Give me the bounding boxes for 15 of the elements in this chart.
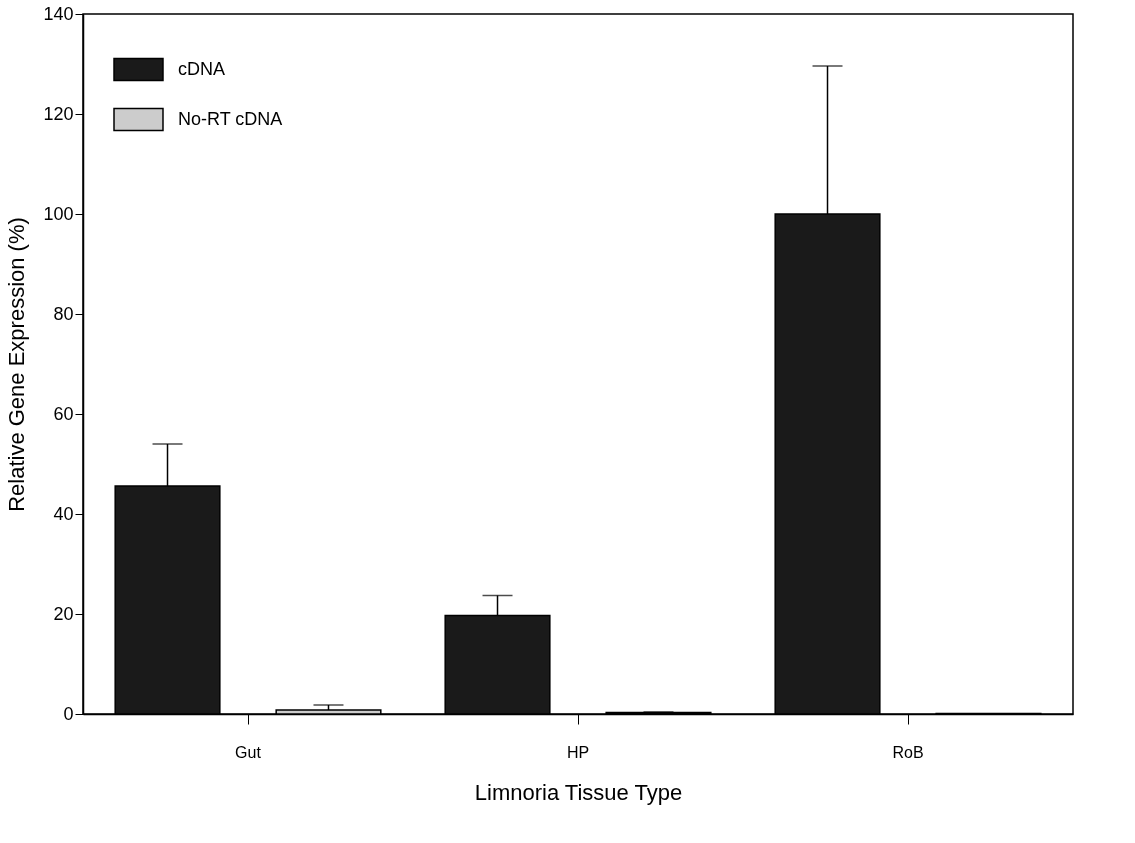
x-tick-label: Gut: [235, 743, 262, 761]
y-tick-label: 40: [53, 503, 74, 524]
y-tick-label: 100: [43, 203, 74, 224]
legend-label: cDNA: [178, 58, 226, 79]
y-tick-label: 60: [53, 403, 74, 424]
y-tick-label: 140: [43, 3, 74, 24]
y-tick-label: 20: [53, 603, 74, 624]
y-tick-label: 0: [63, 703, 74, 724]
x-tick-label: RoB: [892, 743, 924, 761]
legend-label: No-RT cDNA: [178, 108, 283, 129]
y-tick-label: 80: [53, 303, 74, 324]
x-tick-label: HP: [566, 743, 590, 761]
y-tick-label: 120: [43, 103, 74, 124]
x-axis-title: Limnoria Tissue Type: [474, 779, 683, 805]
y-axis-title: Relative Gene Expression (%): [4, 217, 30, 512]
